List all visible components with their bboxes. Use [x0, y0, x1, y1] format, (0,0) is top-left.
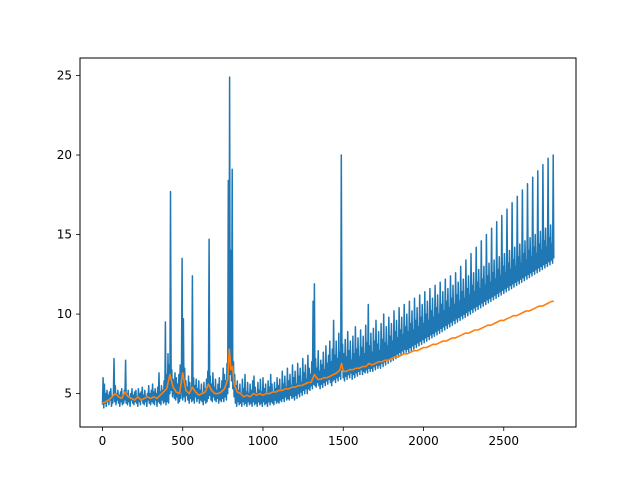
x-tick-label-5: 2500: [488, 434, 519, 448]
y-tick-label-4: 25: [57, 68, 72, 82]
x-tick-label-1: 500: [171, 434, 194, 448]
y-tick-label-1: 10: [57, 307, 72, 321]
x-axis: 0 500 1000 1500 2000 2500: [99, 427, 519, 448]
series-line-2: [102, 300, 554, 404]
y-axis: 5 10 15 20 25: [57, 68, 80, 401]
plot-frame: [79, 57, 577, 428]
y-tick-label-3: 20: [57, 148, 72, 162]
y-tick-label-0: 5: [64, 387, 72, 401]
y-tick-label-2: 15: [57, 228, 72, 242]
x-tick-label-3: 1500: [328, 434, 359, 448]
x-tick-label-4: 2000: [408, 434, 439, 448]
series-layer: [101, 76, 555, 409]
series-line-1: [101, 76, 555, 409]
x-tick-label-0: 0: [99, 434, 107, 448]
x-tick-label-2: 1000: [248, 434, 279, 448]
